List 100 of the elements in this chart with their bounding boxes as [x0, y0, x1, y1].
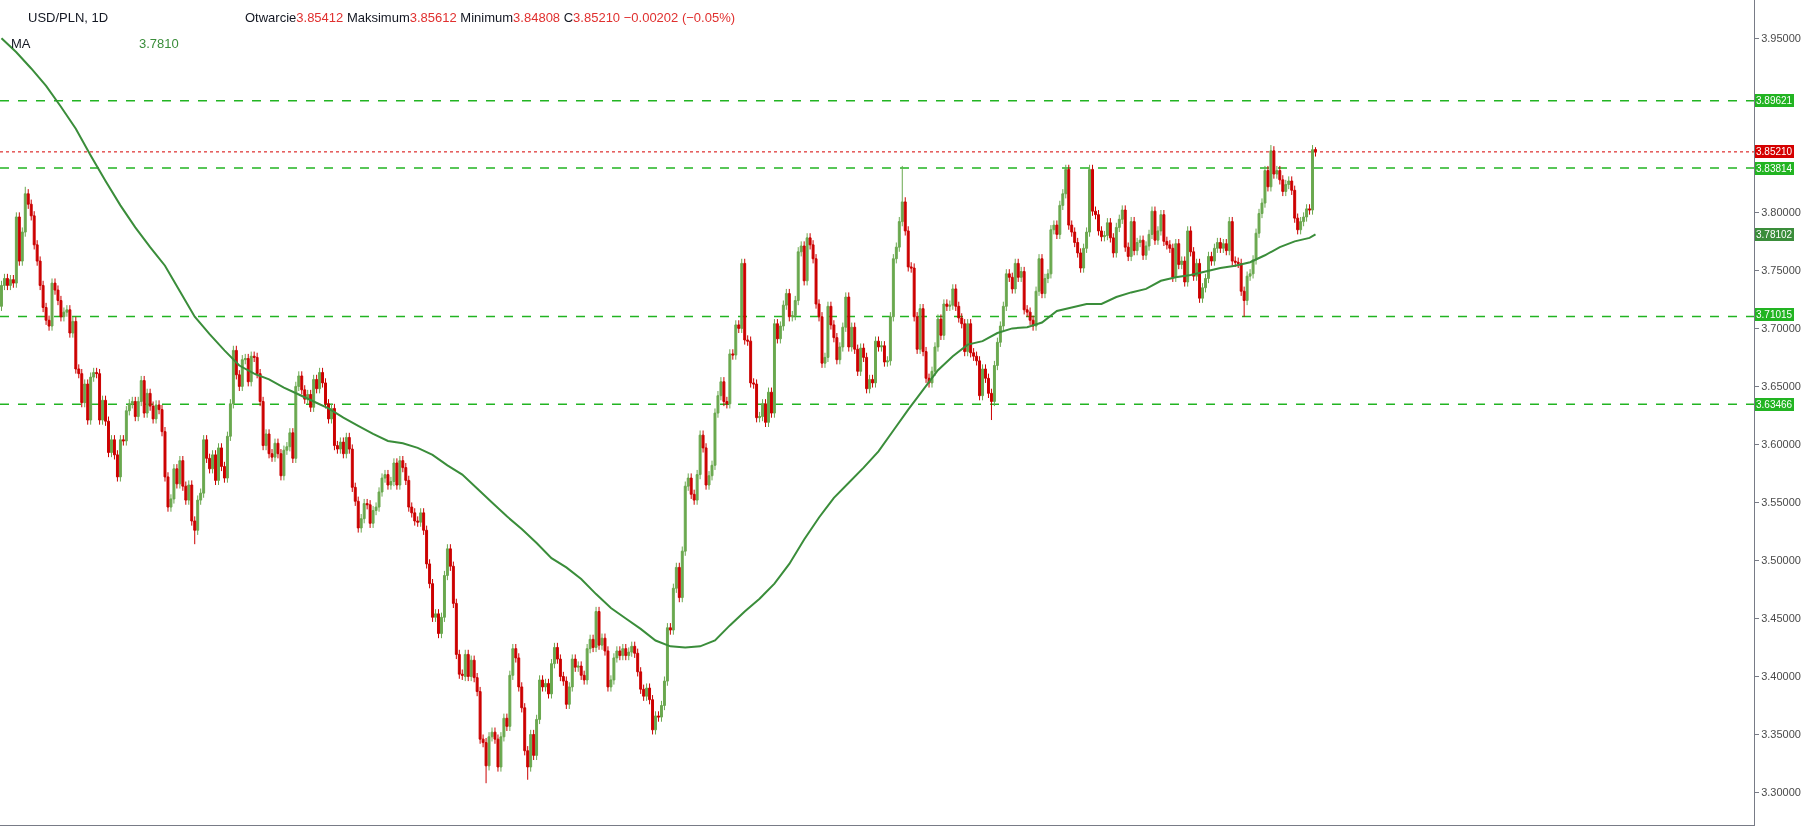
- candlestick: [419, 507, 423, 528]
- candlestick: [484, 737, 488, 784]
- text: 3.78102: [1756, 229, 1793, 240]
- candlestick: [5, 273, 9, 291]
- y-tick-label: 3.40000: [1761, 670, 1801, 683]
- candlestick: [737, 319, 741, 334]
- candlestick: [871, 374, 875, 389]
- candlestick: [74, 316, 78, 375]
- annotation: MA: [11, 36, 31, 51]
- ref-line-label: 3.63466: [1756, 399, 1793, 410]
- candlestick: [624, 643, 628, 661]
- candlestick: [315, 374, 319, 394]
- candlestick: [133, 396, 137, 422]
- y-tick-label: 3.45000: [1761, 612, 1801, 625]
- candlestick: [386, 469, 390, 491]
- candlestick: [341, 436, 345, 459]
- candlestick: [787, 288, 791, 322]
- candlestick: [392, 457, 396, 487]
- candlestick: [1040, 253, 1044, 299]
- y-tick-label: 3.50000: [1761, 554, 1801, 567]
- candlestick: [98, 368, 102, 426]
- candlestick: [1174, 238, 1178, 283]
- y-tick-label: 3.80000: [1761, 206, 1801, 219]
- candlestick: [1224, 238, 1228, 256]
- candlestick: [466, 649, 470, 682]
- candlestick: [627, 646, 631, 661]
- candlestick: [630, 641, 634, 658]
- candlestick: [240, 354, 244, 392]
- candlestick: [1275, 165, 1279, 180]
- y-tick-label: 3.65000: [1761, 380, 1801, 393]
- candlestick: [264, 428, 268, 451]
- candlestick: [86, 378, 90, 426]
- candlestick: [1022, 266, 1026, 315]
- candlestick: [874, 336, 877, 389]
- candlestick: [591, 634, 595, 653]
- candlestick: [291, 427, 295, 464]
- candlestick: [83, 378, 87, 408]
- candlestick: [529, 729, 533, 773]
- candlestick: [175, 463, 179, 489]
- candlestick: [312, 374, 316, 413]
- candlestick: [573, 653, 577, 673]
- candlestick: [1305, 203, 1309, 223]
- candlestick: [246, 353, 250, 387]
- candlestick: [1153, 206, 1157, 246]
- candlestick: [657, 710, 660, 723]
- candlestick: [395, 457, 399, 491]
- candlestick: [668, 622, 672, 636]
- candlestick: [761, 398, 765, 422]
- candlestick: [1177, 238, 1181, 270]
- candlestick: [978, 355, 982, 401]
- candlestick: [1141, 235, 1145, 261]
- candlestick: [187, 479, 191, 506]
- candlestick: [80, 368, 84, 408]
- candlestick: [469, 655, 473, 682]
- candlestick: [966, 318, 970, 357]
- candlestick: [8, 274, 12, 291]
- candlestick: [11, 274, 15, 289]
- candlestick: [882, 340, 886, 368]
- candlestick: [1171, 243, 1175, 283]
- candlestick: [1198, 258, 1202, 304]
- candlestick: [1162, 209, 1166, 247]
- y-tick-label: 3.35000: [1761, 728, 1801, 741]
- candlestick: [62, 306, 66, 322]
- candlestick: [1209, 251, 1213, 267]
- candlestick: [1311, 144, 1314, 216]
- candlestick: [770, 387, 773, 419]
- candlestick: [1180, 255, 1184, 270]
- candlestick: [654, 710, 657, 735]
- candlestick: [71, 316, 75, 339]
- candlestick: [1105, 217, 1109, 241]
- candlestick: [1299, 216, 1303, 235]
- candlestick: [847, 291, 851, 353]
- ref-line-label: 3.85210: [1756, 146, 1793, 157]
- candlestick: [805, 232, 809, 286]
- candlestick: [728, 348, 732, 409]
- candlestick: [939, 313, 943, 341]
- candlestick: [68, 304, 72, 339]
- candlestick: [722, 376, 726, 407]
- candlestick: [178, 455, 182, 489]
- candlestick: [764, 398, 767, 428]
- candlestick: [802, 240, 806, 286]
- candlestick: [645, 682, 649, 702]
- candlestick: [273, 438, 277, 463]
- text: USD/PLN, 1D: [28, 9, 109, 25]
- candlestick: [1284, 179, 1288, 197]
- candlestick: [344, 432, 348, 459]
- candlestick: [338, 436, 342, 455]
- candlestick: [621, 643, 625, 661]
- candlestick: [1221, 238, 1225, 254]
- candlestick: [1186, 225, 1190, 288]
- candlestick: [110, 434, 113, 458]
- candlestick: [767, 387, 770, 428]
- candlestick: [1230, 216, 1234, 267]
- candlestick: [618, 645, 622, 661]
- candlestick: [981, 363, 984, 401]
- candlestick: [1227, 216, 1231, 256]
- candlestick: [282, 445, 286, 481]
- candlestick: [532, 729, 536, 761]
- candlestick: [677, 562, 681, 603]
- candlestick: [942, 298, 946, 341]
